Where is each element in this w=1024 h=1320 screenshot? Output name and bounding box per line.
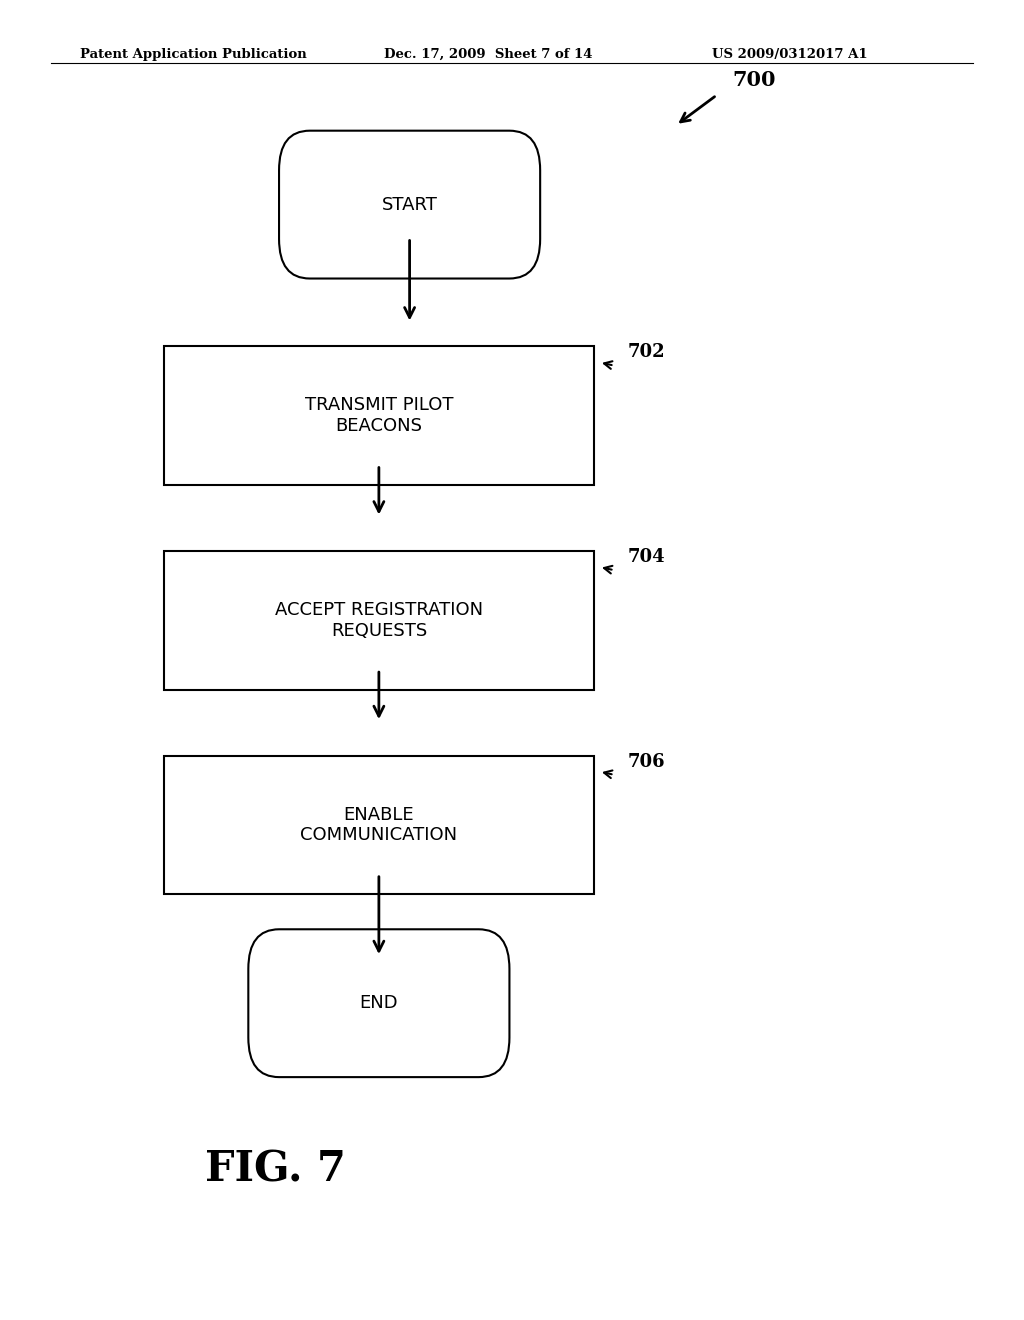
Text: 702: 702 — [628, 343, 666, 362]
Text: 706: 706 — [628, 752, 666, 771]
Text: START: START — [382, 195, 437, 214]
Text: 700: 700 — [732, 70, 775, 90]
Bar — [164, 346, 594, 484]
Text: Patent Application Publication: Patent Application Publication — [80, 48, 306, 61]
Text: US 2009/0312017 A1: US 2009/0312017 A1 — [712, 48, 867, 61]
Text: Dec. 17, 2009  Sheet 7 of 14: Dec. 17, 2009 Sheet 7 of 14 — [384, 48, 593, 61]
FancyBboxPatch shape — [279, 131, 541, 279]
Text: ACCEPT REGISTRATION
REQUESTS: ACCEPT REGISTRATION REQUESTS — [274, 601, 483, 640]
Text: FIG. 7: FIG. 7 — [205, 1148, 346, 1191]
Text: 704: 704 — [628, 548, 666, 566]
Text: TRANSMIT PILOT
BEACONS: TRANSMIT PILOT BEACONS — [304, 396, 454, 436]
Bar — [164, 755, 594, 895]
Text: ENABLE
COMMUNICATION: ENABLE COMMUNICATION — [300, 805, 458, 845]
FancyBboxPatch shape — [248, 929, 509, 1077]
Bar — [164, 552, 594, 689]
Text: END: END — [359, 994, 398, 1012]
